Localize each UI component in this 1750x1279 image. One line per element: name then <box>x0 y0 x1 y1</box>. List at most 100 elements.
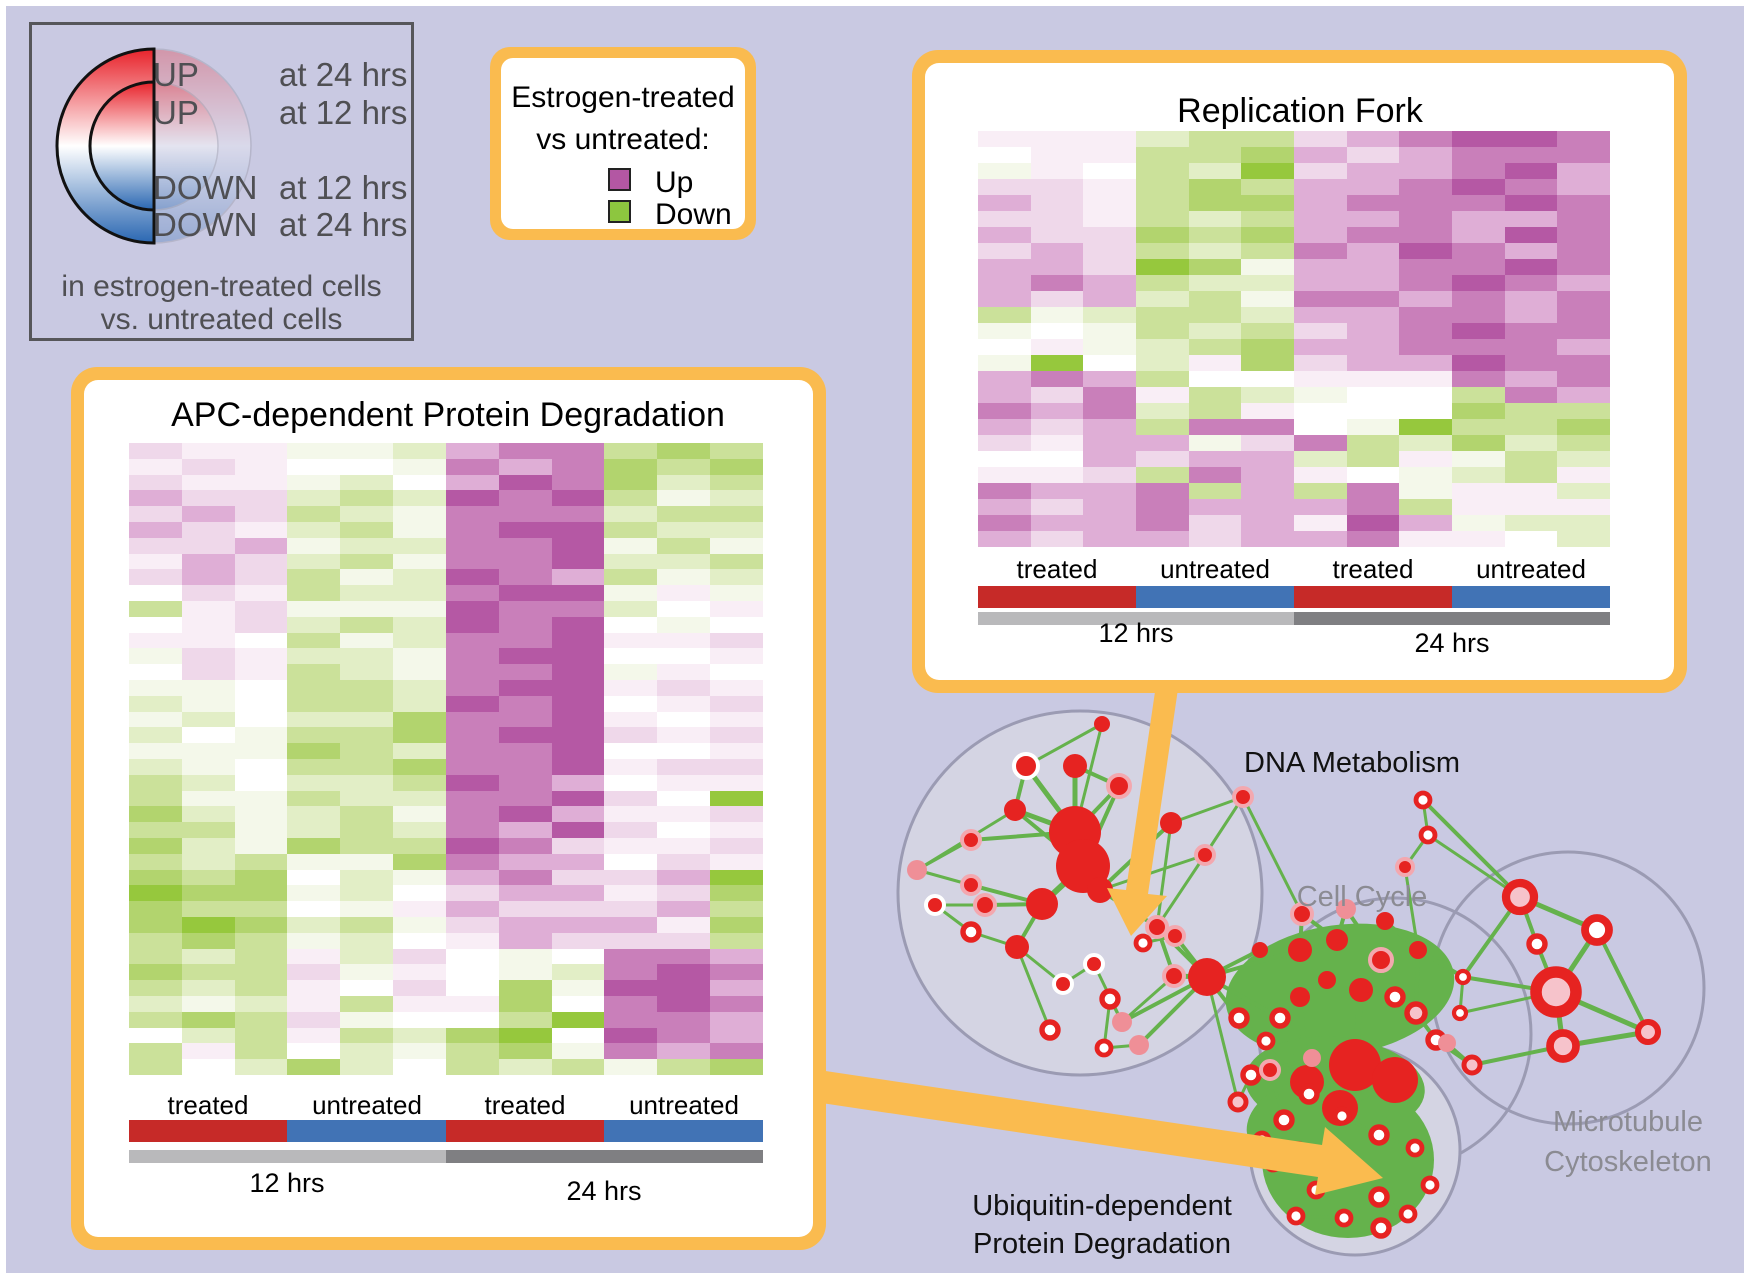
heatmap-cell <box>978 227 1031 243</box>
heatmap-cell <box>1504 339 1558 355</box>
heatmap-cell <box>234 774 288 791</box>
heatmap-cell <box>340 443 394 459</box>
heatmap-cell <box>551 743 605 759</box>
heatmap-cell <box>1504 403 1558 419</box>
heatmap-cell <box>1504 195 1558 211</box>
heatmap-cell <box>498 759 552 775</box>
heatmap-cell <box>1399 259 1452 275</box>
heatmap-cell <box>181 885 235 902</box>
heatmap-cell <box>604 522 658 538</box>
heatmap-cell <box>1136 291 1189 307</box>
heatmap-cell <box>1452 419 1505 435</box>
heatmap-cell <box>445 806 499 823</box>
heatmap-cell <box>710 790 763 807</box>
heatmap-cell <box>604 664 658 680</box>
heatmap-cell <box>393 885 446 902</box>
heatmap-cell <box>181 806 235 823</box>
heatmap-cell <box>710 458 763 475</box>
network-node <box>1240 1064 1262 1086</box>
heatmap-cell <box>1083 451 1136 467</box>
heatmap-cell <box>1083 403 1136 419</box>
heatmap-cell <box>393 1011 446 1028</box>
heatmap-cell <box>551 980 605 996</box>
heatmap-cell <box>1030 499 1084 515</box>
heatmap-cell <box>445 458 499 475</box>
heatmap-cell <box>445 917 499 933</box>
heatmap-cell <box>234 1059 288 1075</box>
heatmap-cell <box>551 917 605 933</box>
network-node <box>1259 1059 1281 1081</box>
heatmap-cell <box>1241 195 1294 211</box>
heatmap-cell <box>1504 371 1558 387</box>
network-node <box>1368 947 1394 973</box>
heatmap-cell <box>1083 259 1136 275</box>
heatmap-cell <box>1294 227 1347 243</box>
heatmap-cell <box>445 1059 499 1075</box>
heatmap-cell <box>604 822 658 838</box>
heatmap-cell <box>1399 435 1452 451</box>
heatmap-cell <box>1399 467 1452 483</box>
heatmap-cell <box>657 1059 711 1075</box>
heatmap-cell <box>1399 515 1452 531</box>
heatmap-cell <box>1557 211 1610 227</box>
heatmap-cell <box>287 743 341 759</box>
heatmap-cell <box>287 632 341 649</box>
cluster-label: DNA Metabolism <box>1244 747 1460 779</box>
heatmap-cell <box>129 790 182 807</box>
heatmap-cell <box>1557 339 1610 355</box>
heatmap-cell <box>1452 387 1505 403</box>
network-node <box>1398 1204 1418 1224</box>
heatmap-cell <box>1188 403 1242 419</box>
heatmap-cell <box>1346 195 1400 211</box>
heatmap-cell <box>340 774 394 791</box>
network-node <box>1384 986 1406 1008</box>
heatmap-cell <box>1083 339 1136 355</box>
heatmap-cell <box>287 616 341 633</box>
heatmap-cell <box>1241 147 1294 163</box>
heatmap-cell <box>498 901 552 917</box>
heatmap-cell <box>1346 163 1400 179</box>
heatmap-cell <box>234 522 288 538</box>
heatmap-cell <box>1399 291 1452 307</box>
heatmap-cell <box>1399 531 1452 547</box>
heatmap-cell <box>604 648 658 665</box>
heatmap-cell <box>1504 483 1558 499</box>
heatmap-cell <box>181 695 235 712</box>
heatmap-cell <box>393 522 446 538</box>
heatmap-cell <box>1504 515 1558 531</box>
heatmap-cell <box>498 664 552 680</box>
heatmap-cell <box>1557 499 1610 515</box>
heatmap-cell <box>1188 195 1242 211</box>
heatmap-cell <box>978 179 1031 195</box>
heatmap-cell <box>551 458 605 475</box>
heatmap-cell <box>340 522 394 538</box>
heatmap-cell <box>129 695 182 712</box>
heatmap-cell <box>393 474 446 491</box>
heatmap-cell <box>234 822 288 838</box>
heatmap-cell <box>393 443 446 459</box>
heatmap-cell <box>657 616 711 633</box>
heatmap-cell <box>1136 387 1189 403</box>
heatmap-cell <box>1083 323 1136 339</box>
heatmap-cell <box>287 822 341 838</box>
heatmap-cell <box>181 537 235 554</box>
network-node <box>1334 1208 1354 1228</box>
heatmap-cell <box>287 680 341 696</box>
heatmap-cell <box>1557 403 1610 419</box>
heatmap-cell <box>129 632 182 649</box>
heatmap-cell <box>604 553 658 570</box>
heatmap-cell <box>287 917 341 933</box>
heatmap-cell <box>1557 371 1610 387</box>
heatmap-cell <box>1030 243 1084 259</box>
network-edge <box>1024 722 1104 768</box>
heatmap-cell <box>551 822 605 838</box>
heatmap-cell <box>1346 147 1400 163</box>
heatmap-cell <box>1557 451 1610 467</box>
heatmap-cell <box>1083 515 1136 531</box>
heatmap-cell <box>1452 515 1505 531</box>
heatmap-cell <box>978 515 1031 531</box>
heatmap-cell <box>445 490 499 507</box>
heatmap-cell <box>1452 131 1505 147</box>
heatmap-cell <box>181 616 235 633</box>
heatmap-cell <box>181 601 235 617</box>
